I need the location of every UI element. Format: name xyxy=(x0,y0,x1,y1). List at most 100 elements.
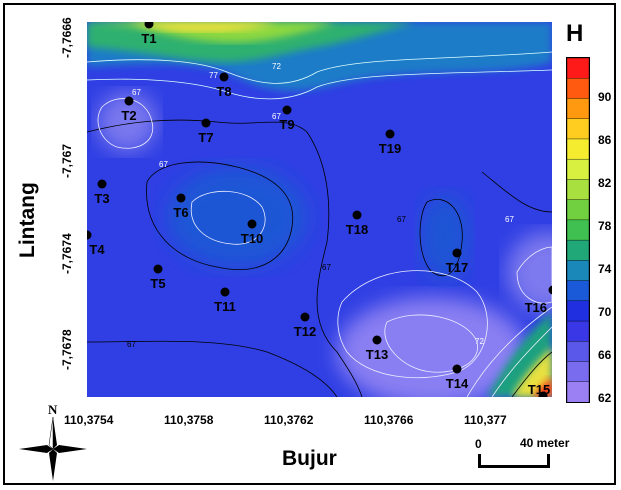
station-label: T3 xyxy=(94,191,109,206)
y-tick-label: -7,767 xyxy=(60,143,74,178)
contour-line xyxy=(516,246,552,304)
colorbar-label: 78 xyxy=(598,219,612,233)
y-tick-label: -7,7678 xyxy=(60,329,74,370)
contour-line xyxy=(87,69,552,100)
station-point xyxy=(372,335,382,345)
contour-line xyxy=(466,306,552,397)
colorbar-label: 90 xyxy=(598,90,612,104)
contour-line xyxy=(87,340,338,397)
contour-label: 67 xyxy=(322,263,331,272)
contour-line xyxy=(511,351,552,397)
station-label: T19 xyxy=(379,141,401,156)
colorbar-swatch xyxy=(566,78,590,100)
station-point xyxy=(282,105,292,115)
contour-labels: 72 77 67 67 67 67 67 67 72 67 xyxy=(127,62,514,349)
station-label: T12 xyxy=(294,324,316,339)
contour-label: 72 xyxy=(475,337,484,346)
station-label: T16 xyxy=(525,300,547,315)
station-point xyxy=(548,285,552,295)
colorbar-swatch xyxy=(566,320,590,342)
colorbar-swatch xyxy=(566,341,590,363)
colorbar-label: 70 xyxy=(598,305,612,319)
low-t16 xyxy=(507,232,552,312)
station-label: T11 xyxy=(214,299,236,314)
station-point xyxy=(352,210,362,220)
contour-label: 77 xyxy=(209,71,218,80)
high-t10 xyxy=(167,167,307,267)
station-label: T7 xyxy=(198,130,213,145)
contour-line xyxy=(146,161,294,270)
scale-end-label: 40 meter xyxy=(520,436,570,450)
colorbar-swatch xyxy=(566,57,590,79)
station-point xyxy=(144,22,154,29)
contour-label: 67 xyxy=(397,215,406,224)
station-point xyxy=(153,264,163,274)
x-tick-label: 110,3758 xyxy=(164,413,214,427)
contour-line xyxy=(87,119,363,397)
station-point xyxy=(452,364,462,374)
x-tick-label: 110,3762 xyxy=(264,413,314,427)
station-point xyxy=(452,248,462,258)
scale-bar: 0 40 meter xyxy=(470,436,570,476)
colorbar-swatch xyxy=(566,158,590,181)
contour-label: 67 xyxy=(159,160,168,169)
compass-south-icon xyxy=(49,449,57,481)
colorbar-swatch xyxy=(566,361,590,383)
north-arrow-label: N xyxy=(48,402,58,417)
colorbar-label: 74 xyxy=(598,262,612,276)
contour-lines xyxy=(87,51,552,397)
y-tick-label: -7,7674 xyxy=(60,233,74,274)
colorbar-label: 86 xyxy=(598,133,612,147)
low-t2 xyxy=(97,92,157,152)
contour-label: 67 xyxy=(132,88,141,97)
station-layer: T1 T2 T3 T4 T5 T6 T7 T8 T9 T10 T11 T12 T13 T14 T15 T16 T… xyxy=(87,22,552,397)
station-label: T8 xyxy=(216,84,231,99)
station-label: T5 xyxy=(150,276,165,291)
contour-label: 67 xyxy=(505,215,514,224)
contour-line xyxy=(491,326,552,397)
colorbar-swatches xyxy=(566,57,590,403)
scale-start-label: 0 xyxy=(475,437,482,451)
colorbar-swatch xyxy=(566,219,590,241)
contour-line xyxy=(419,199,463,277)
colorbar-swatch xyxy=(566,179,590,201)
station-point xyxy=(124,96,134,106)
station-label: T13 xyxy=(366,347,388,362)
station-point xyxy=(538,391,548,397)
contour-line xyxy=(337,270,488,379)
contour-map: 72 77 67 67 67 67 67 67 72 67 T1 T2 T3 T4 T5… xyxy=(87,22,552,397)
scale-bar-line xyxy=(478,454,550,468)
colorbar-label: 82 xyxy=(598,176,612,190)
station-point xyxy=(247,219,257,229)
figure-frame xyxy=(3,3,616,485)
contour-line xyxy=(384,314,478,373)
band-84 xyxy=(127,22,277,32)
station-point xyxy=(176,193,186,203)
y-axis-title: Lintang xyxy=(16,182,39,258)
colorbar-swatch xyxy=(566,118,590,140)
contour-label: 67 xyxy=(272,112,281,121)
station-label: T6 xyxy=(173,205,188,220)
compass-west-icon xyxy=(19,445,53,453)
station-label: T17 xyxy=(446,260,468,275)
station-point xyxy=(87,230,92,240)
station-point xyxy=(220,287,230,297)
station-point xyxy=(201,118,211,128)
colorbar-swatch xyxy=(566,199,590,221)
colorbar-label: 66 xyxy=(598,348,612,362)
contour-line xyxy=(481,171,552,213)
compass-east-icon xyxy=(53,445,87,453)
station-label: T2 xyxy=(121,108,136,123)
compass-shade-icon xyxy=(48,416,54,450)
station-label: T4 xyxy=(89,242,105,257)
colorbar-label: 62 xyxy=(598,391,612,405)
colorbar-swatch xyxy=(566,239,590,262)
y-tick-label: -7,7666 xyxy=(60,17,74,58)
station-label: T15 xyxy=(528,382,550,397)
colorbar xyxy=(566,57,590,403)
colorbar-swatch xyxy=(566,300,590,322)
colorbar-swatch xyxy=(566,381,590,403)
colorbar-title: H xyxy=(566,20,584,47)
x-axis-title: Bujur xyxy=(282,447,337,470)
high-t17 xyxy=(420,195,470,279)
